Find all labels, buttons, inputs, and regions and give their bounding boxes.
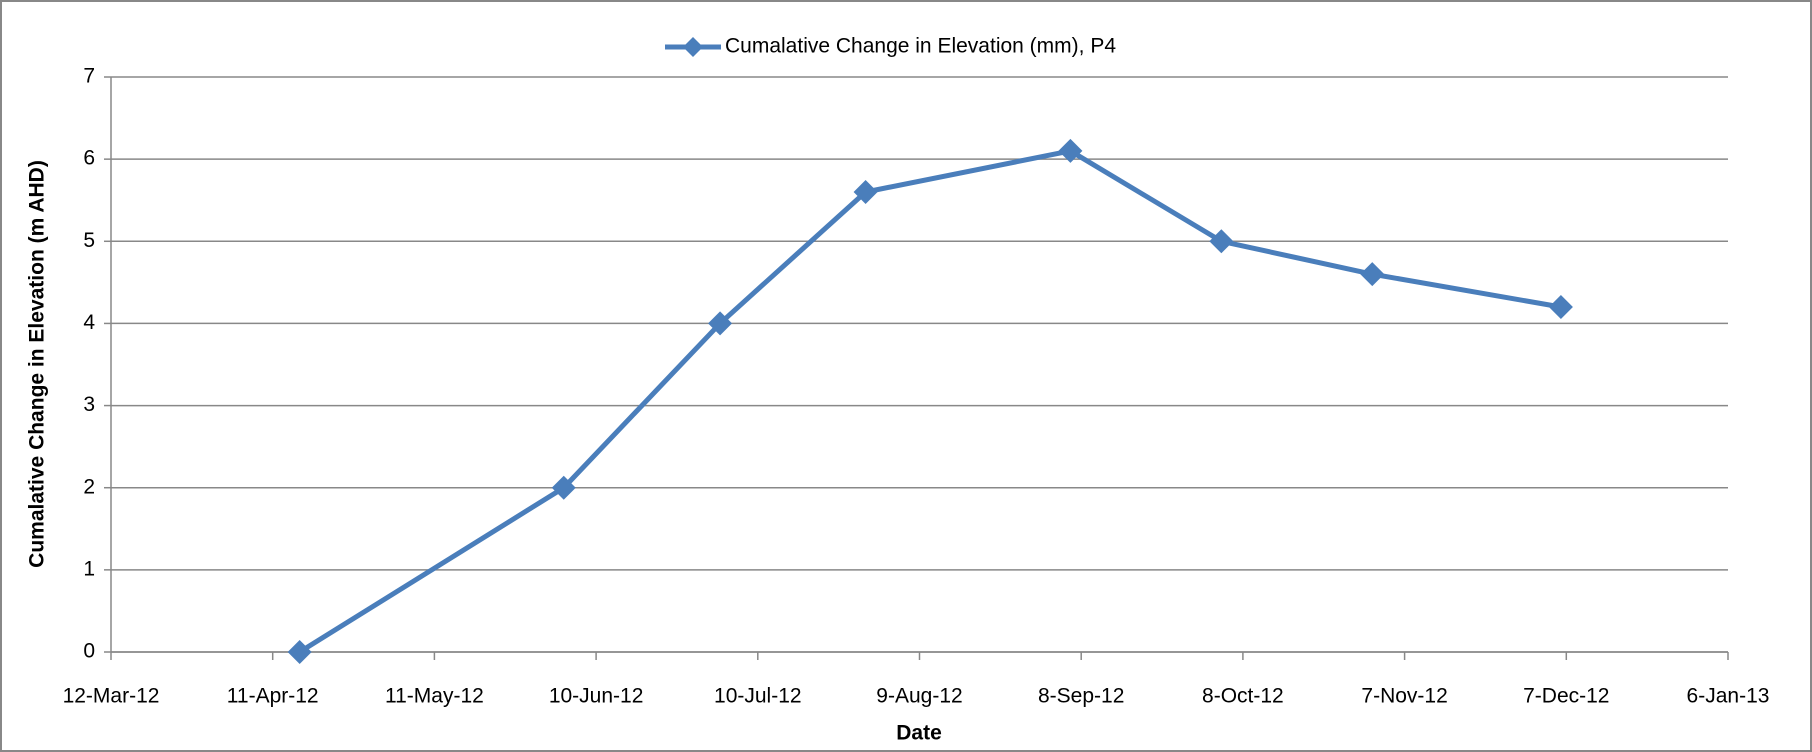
y-tick-label: 1 [83,557,95,580]
x-tick-label: 8-Sep-12 [1038,685,1124,708]
x-tick-label: 11-May-12 [385,685,484,708]
x-tick-label: 7-Dec-12 [1523,685,1609,708]
x-tick-label: 6-Jan-13 [1687,685,1770,708]
series-line [298,148,1562,655]
y-tick-label: 4 [83,311,95,334]
data-point [708,311,733,336]
data-point [1548,295,1573,319]
x-tick-label: 10-Jul-12 [714,685,802,708]
y-tick-label: 7 [83,65,95,88]
x-tick-label: 10-Jun-12 [549,685,644,708]
y-tick-label: 2 [83,475,95,498]
x-axis-label: Date [896,722,942,745]
x-tick-label: 9-Aug-12 [876,685,962,708]
x-tick-label: 7-Nov-12 [1361,685,1447,708]
data-point [1360,262,1385,287]
data-point [853,180,878,204]
y-tick-label: 0 [83,640,95,663]
y-tick-label: 5 [83,229,95,252]
x-tick-label: 8-Oct-12 [1202,685,1284,708]
data-point [1058,138,1083,163]
legend-marker [683,37,703,57]
data-point [1209,229,1234,254]
y-tick-label: 6 [83,147,95,170]
y-tick-label: 3 [83,393,95,416]
legend-label: Cumalative Change in Elevation (mm), P4 [725,35,1116,58]
data-point [551,475,576,500]
x-tick-label: 12-Mar-12 [63,685,160,708]
data-point [287,640,312,664]
y-axis-label: Cumalative Change in Elevation (m AHD) [26,160,49,568]
x-tick-label: 11-Apr-12 [227,685,319,708]
